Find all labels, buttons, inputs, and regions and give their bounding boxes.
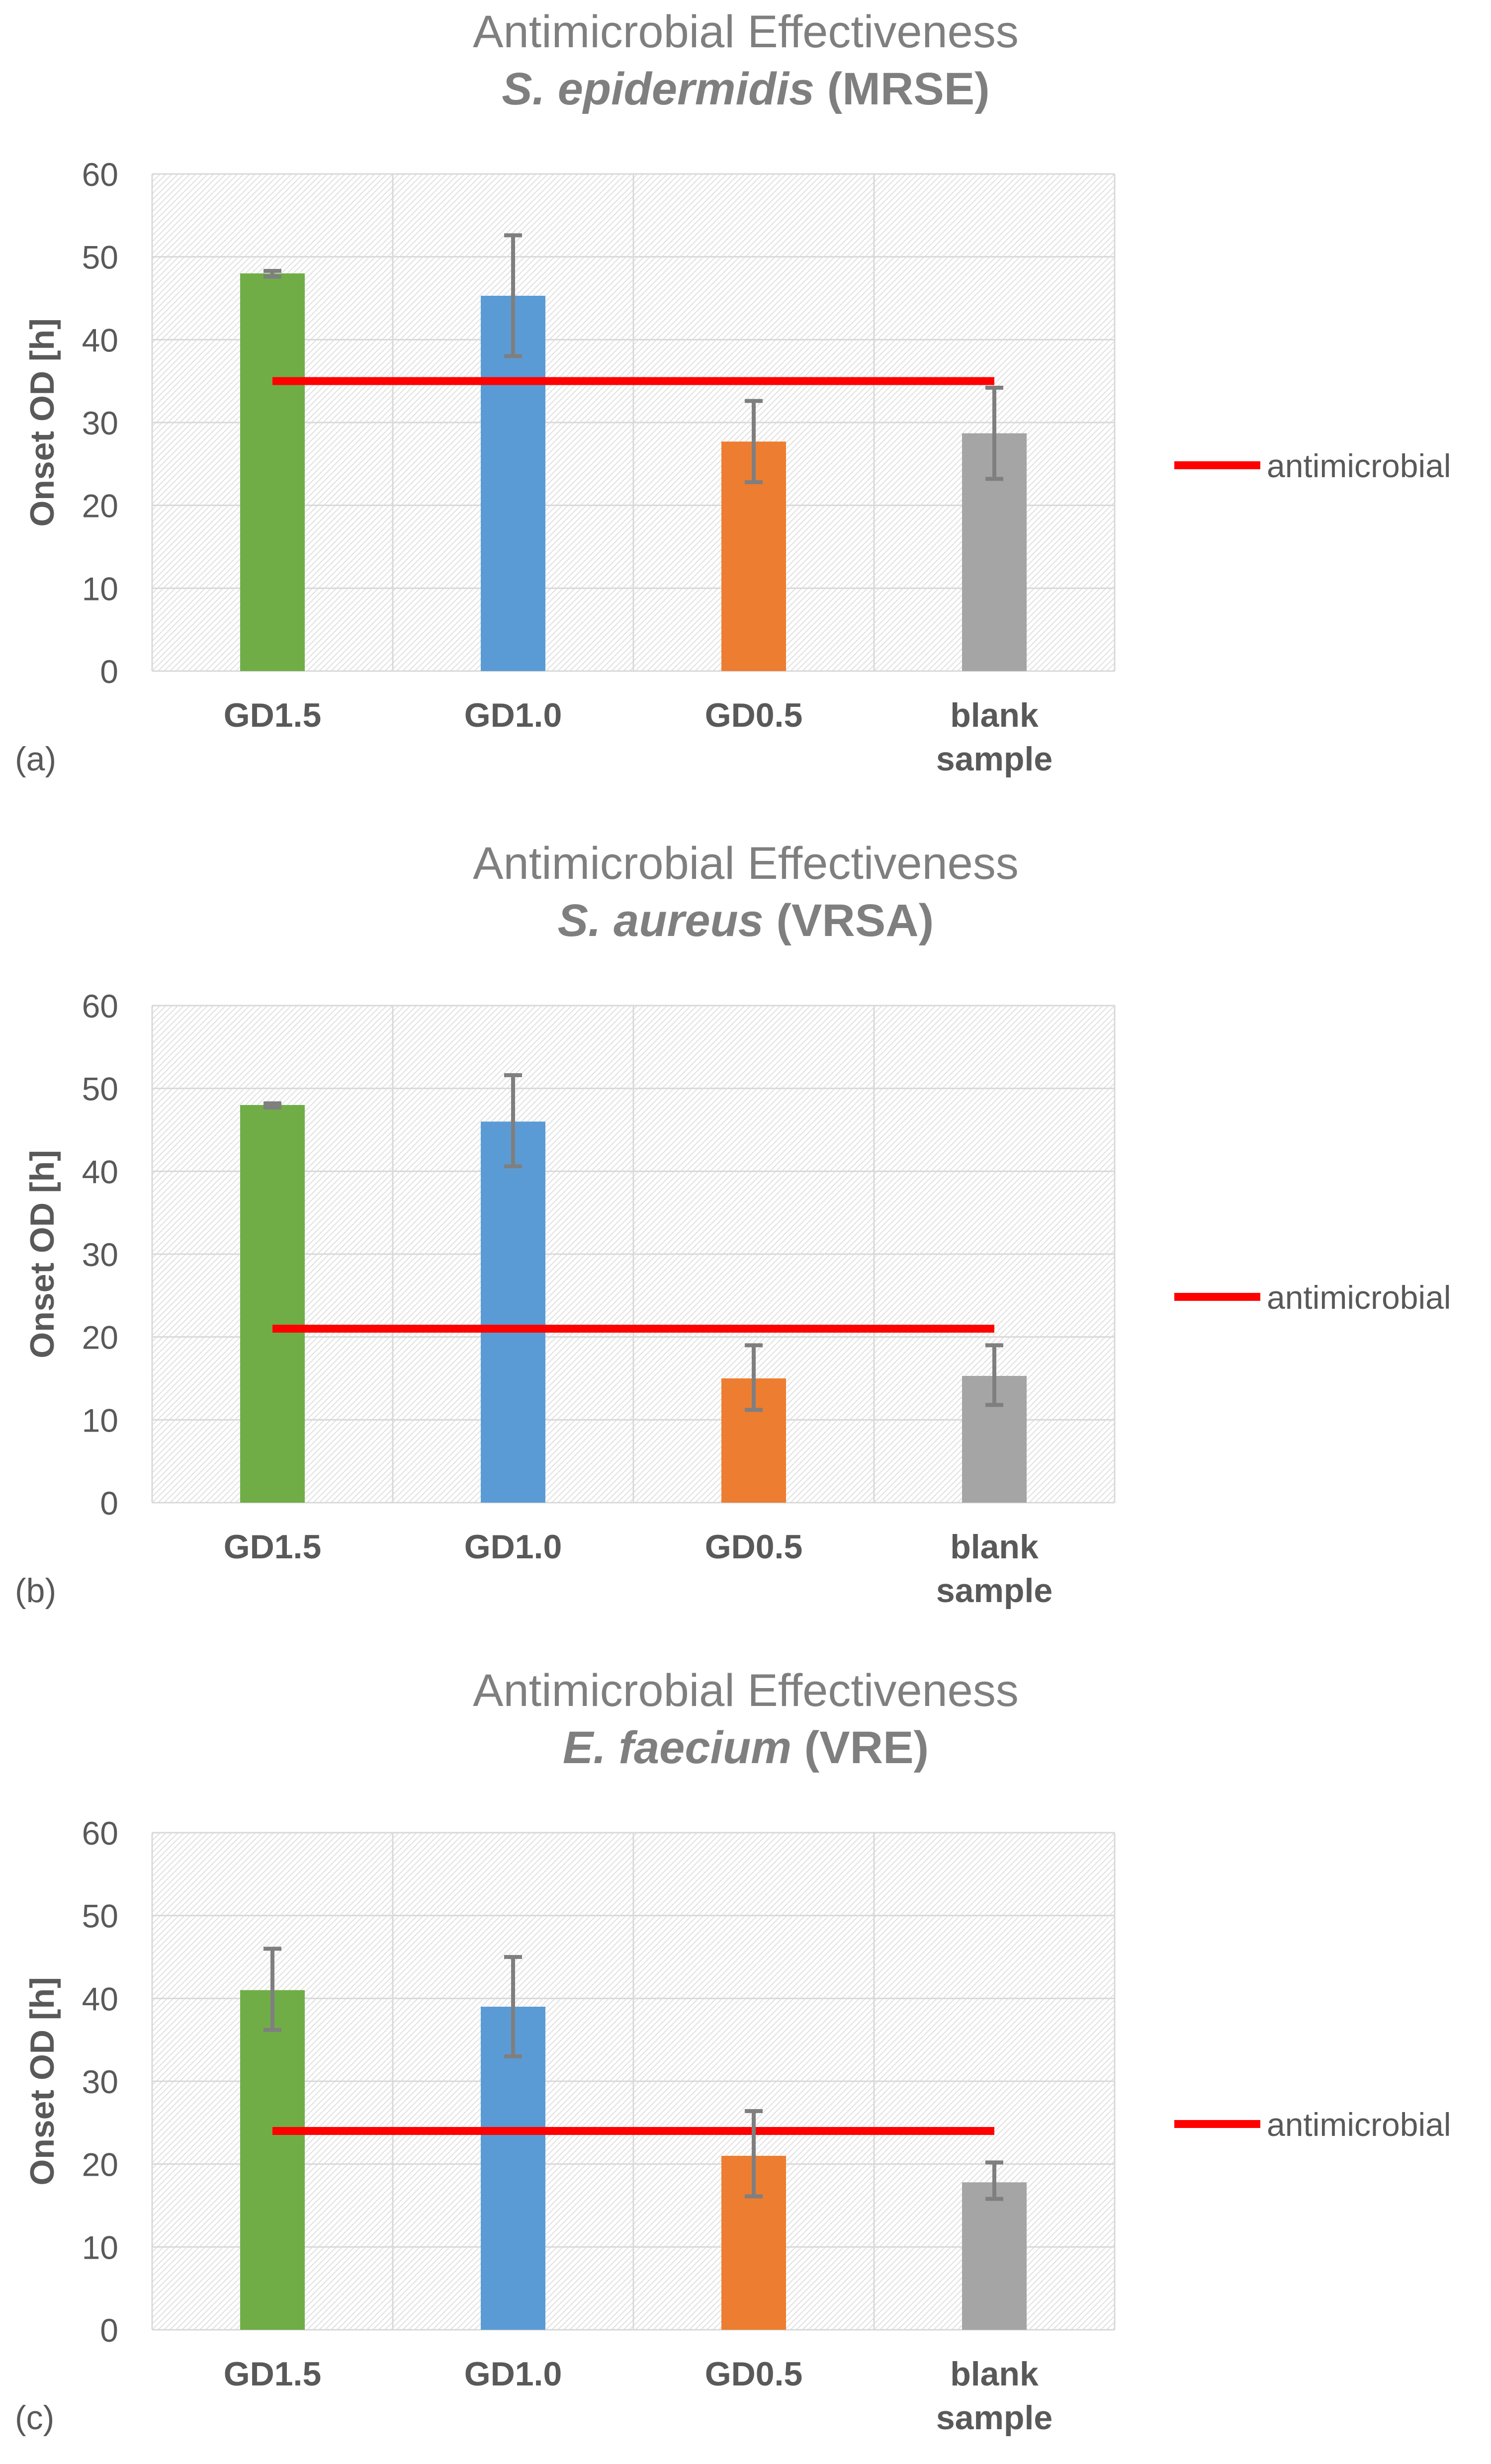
chart-panel-1: Antimicrobial Effectiveness S. aureus (VR… bbox=[15, 838, 1451, 1610]
x-tick-label: GD0.5 bbox=[705, 696, 803, 734]
y-tick-label: 40 bbox=[82, 1980, 118, 2017]
chart-title-line1: Antimicrobial Effectiveness bbox=[473, 6, 1019, 57]
bar-gd1.0 bbox=[481, 1121, 545, 1503]
bar-gd1.5 bbox=[240, 1105, 305, 1503]
chart-title-strain: (VRE) bbox=[804, 1722, 929, 1773]
chart-title-line1: Antimicrobial Effectiveness bbox=[473, 838, 1019, 889]
legend-label: antimicrobial bbox=[1267, 447, 1451, 484]
y-tick-label: 40 bbox=[82, 322, 118, 358]
chart-title-organism: S. epidermidis bbox=[502, 64, 814, 114]
y-tick-label: 50 bbox=[82, 1898, 118, 1935]
panel-label: (a) bbox=[15, 740, 56, 778]
y-axis-label: Onset OD [h] bbox=[23, 1977, 61, 2185]
chart-panel-2: Antimicrobial Effectiveness E. faecium (V… bbox=[15, 1665, 1451, 2437]
bar-blank bbox=[962, 2182, 1027, 2330]
chart-title-organism: E. faecium bbox=[563, 1722, 791, 1773]
y-axis-label: Onset OD [h] bbox=[23, 1150, 61, 1358]
y-tick-label: 10 bbox=[82, 1402, 118, 1439]
y-tick-label: 40 bbox=[82, 1153, 118, 1190]
x-tick-label: GD1.5 bbox=[224, 1528, 322, 1566]
x-tick-label: blank bbox=[950, 2355, 1039, 2393]
y-tick-label: 60 bbox=[82, 1815, 118, 1852]
y-tick-label: 30 bbox=[82, 2063, 118, 2100]
bar-gd1.5 bbox=[240, 1990, 305, 2330]
chart-panel-0: Antimicrobial Effectiveness S. epidermidi… bbox=[15, 6, 1451, 778]
x-tick-label: GD1.0 bbox=[464, 696, 562, 734]
chart-title-strain: (MRSE) bbox=[827, 64, 990, 114]
bar-gd1.0 bbox=[481, 296, 545, 671]
y-tick-label: 0 bbox=[100, 653, 118, 690]
chart-title-line2: S. aureus (VRSA) bbox=[558, 895, 934, 946]
x-tick-label-line2: sample bbox=[936, 740, 1052, 778]
y-tick-label: 10 bbox=[82, 2229, 118, 2266]
y-tick-label: 50 bbox=[82, 1071, 118, 1107]
legend-label: antimicrobial bbox=[1267, 1279, 1451, 1316]
chart-title-organism: S. aureus bbox=[558, 895, 764, 946]
chart-title-space bbox=[814, 64, 827, 114]
y-tick-label: 20 bbox=[82, 1319, 118, 1356]
panel-label: (c) bbox=[15, 2399, 54, 2437]
x-tick-label: blank bbox=[950, 1528, 1039, 1566]
chart-title-line2: E. faecium (VRE) bbox=[563, 1722, 929, 1773]
x-tick-label: blank bbox=[950, 696, 1039, 734]
chart-title-space bbox=[764, 895, 777, 946]
legend-label: antimicrobial bbox=[1267, 2106, 1451, 2143]
bar-gd1.5 bbox=[240, 273, 305, 671]
y-axis-label: Onset OD [h] bbox=[23, 318, 61, 526]
x-tick-label: GD1.0 bbox=[464, 2355, 562, 2393]
y-tick-label: 60 bbox=[82, 156, 118, 193]
y-tick-label: 0 bbox=[100, 2312, 118, 2349]
x-tick-label-line2: sample bbox=[936, 1572, 1052, 1610]
y-tick-label: 60 bbox=[82, 988, 118, 1024]
y-tick-label: 20 bbox=[82, 488, 118, 524]
panel-label: (b) bbox=[15, 1572, 56, 1610]
chart-title-space bbox=[791, 1722, 804, 1773]
x-tick-label: GD0.5 bbox=[705, 2355, 803, 2393]
x-tick-label: GD0.5 bbox=[705, 1528, 803, 1566]
x-tick-label-line2: sample bbox=[936, 2399, 1052, 2437]
chart-title-line1: Antimicrobial Effectiveness bbox=[473, 1665, 1019, 1716]
y-tick-label: 50 bbox=[82, 239, 118, 276]
bar-gd1.0 bbox=[481, 2007, 545, 2330]
x-tick-label: GD1.5 bbox=[224, 2355, 322, 2393]
charts-root: Antimicrobial Effectiveness S. epidermidi… bbox=[15, 6, 1451, 2437]
x-tick-label: GD1.0 bbox=[464, 1528, 562, 1566]
chart-title-line2: S. epidermidis (MRSE) bbox=[502, 64, 990, 114]
y-tick-label: 30 bbox=[82, 1236, 118, 1273]
y-tick-label: 30 bbox=[82, 405, 118, 441]
y-tick-label: 20 bbox=[82, 2146, 118, 2183]
y-tick-label: 10 bbox=[82, 570, 118, 607]
chart-title-strain: (VRSA) bbox=[776, 895, 934, 946]
y-tick-label: 0 bbox=[100, 1485, 118, 1522]
x-tick-label: GD1.5 bbox=[224, 696, 322, 734]
